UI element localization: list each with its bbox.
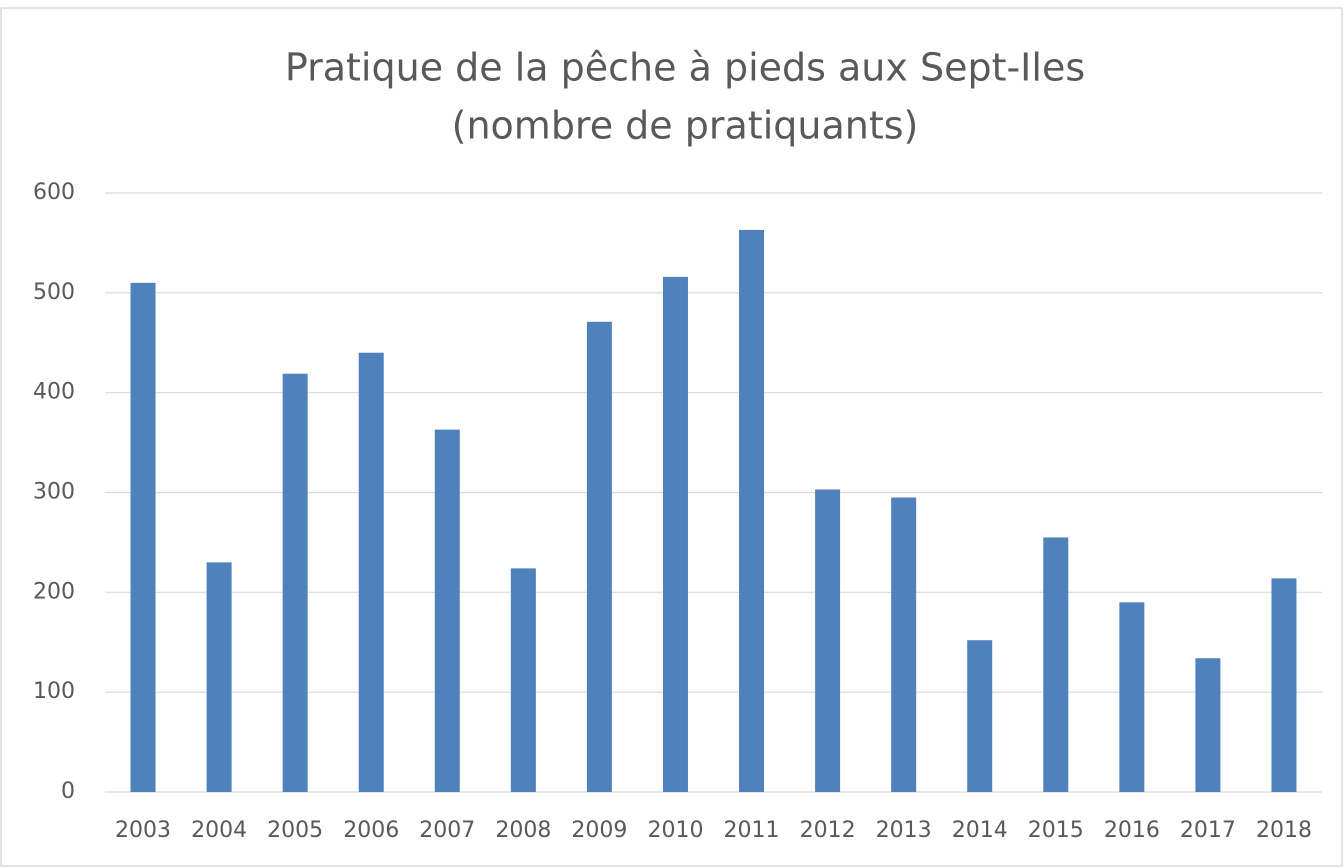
x-tick-label: 2007 [419, 818, 475, 843]
chart-title: Pratique de la pêche à pieds aux Sept-Il… [285, 46, 1085, 90]
x-tick-label: 2015 [1028, 818, 1084, 843]
bar [510, 568, 536, 792]
x-tick-label: 2009 [571, 818, 627, 843]
bar [358, 352, 384, 792]
x-tick-label: 2003 [115, 818, 171, 843]
bar [891, 497, 917, 792]
x-tick-label: 2011 [724, 818, 780, 843]
y-tick-label: 400 [33, 380, 75, 405]
y-tick-label: 100 [33, 679, 75, 704]
x-tick-label: 2005 [267, 818, 323, 843]
bar [967, 640, 993, 792]
bar [1195, 658, 1221, 792]
y-tick-label: 200 [33, 579, 75, 604]
bar [1271, 578, 1297, 792]
chart-subtitle: (nombre de pratiquants) [452, 104, 919, 148]
x-tick-label: 2016 [1104, 818, 1160, 843]
bar [282, 373, 308, 792]
x-tick-label: 2006 [343, 818, 399, 843]
x-tick-label: 2012 [800, 818, 856, 843]
x-tick-label: 2004 [191, 818, 247, 843]
x-tick-label: 2013 [876, 818, 932, 843]
bar [130, 282, 156, 792]
bar [1119, 602, 1145, 792]
y-tick-label: 600 [33, 180, 75, 205]
x-tick-label: 2018 [1256, 818, 1312, 843]
bar [586, 321, 612, 792]
bar [815, 489, 841, 792]
x-tick-label: 2017 [1180, 818, 1236, 843]
x-tick-label: 2008 [495, 818, 551, 843]
x-tick-label: 2014 [952, 818, 1008, 843]
bar [662, 276, 688, 792]
x-tick-label: 2010 [647, 818, 703, 843]
y-tick-label: 300 [33, 480, 75, 505]
y-tick-label: 500 [33, 280, 75, 305]
bar [434, 429, 460, 792]
bar [1043, 537, 1069, 792]
bar [739, 229, 765, 792]
bar [206, 562, 232, 792]
y-tick-label: 0 [61, 779, 75, 804]
